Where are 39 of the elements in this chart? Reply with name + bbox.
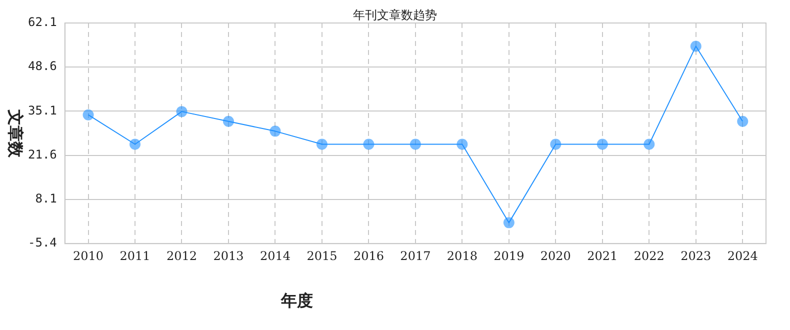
point [550,138,562,150]
point [410,138,421,150]
y-tick-label: 35.1 [28,103,57,118]
point [82,109,94,120]
x-axis-title: 年度 [280,291,313,310]
x-tick-label: 2024 [727,248,758,263]
x-tick-label: 2014 [260,248,291,263]
point [690,40,702,52]
x-tick-label: 2013 [213,248,244,263]
y-tick-label: 62.1 [28,15,57,30]
point [176,106,188,118]
x-tick-label: 2023 [680,248,712,263]
x-tick-label: 2019 [494,248,524,263]
x-tick-label: 2010 [72,248,104,263]
x-tick-label: 2011 [120,248,150,263]
point [363,138,374,150]
y-tick-label: 8.1 [35,192,57,206]
x-tick-label: 2022 [634,248,664,263]
x-tick-label: 2021 [587,248,618,263]
x-tick-label: 2018 [446,248,478,263]
y-tick-label: 21.6 [28,147,57,162]
point [270,126,281,137]
point [316,138,328,150]
y-axis-title: 文章数 [6,108,25,158]
x-tick-label: 2015 [306,248,338,263]
point [503,217,514,228]
point [596,138,608,150]
x-tick-label: 2020 [540,248,571,263]
point [644,138,655,150]
x-tick-label: 2016 [353,248,384,263]
y-tick-label: 48.6 [28,59,57,74]
point [737,116,748,127]
chart-title: 年刊文章数趋势 [353,8,437,22]
point [456,138,468,150]
point [222,116,234,127]
point [130,138,141,150]
y-tick-label: -5.4 [28,236,57,250]
x-tick-label: 2017 [400,248,431,263]
x-tick-label: 2012 [166,248,198,263]
